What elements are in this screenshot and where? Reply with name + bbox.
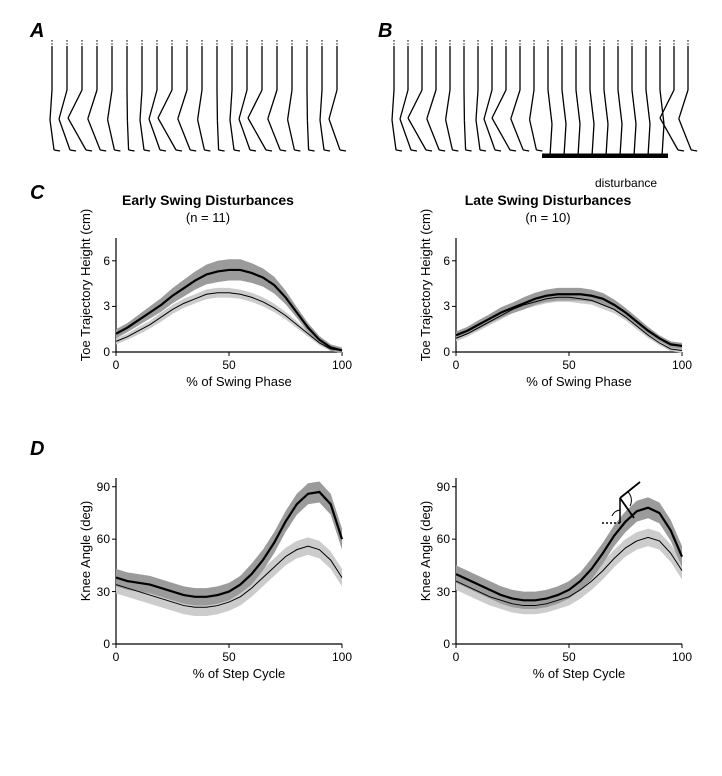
chart-d-left <box>80 472 348 672</box>
disturbance-label: disturbance <box>595 176 657 190</box>
panel-label-d: D <box>30 438 44 461</box>
panel-a-stick <box>40 38 360 158</box>
figure-root: ABCDdisturbance036050100Toe Trajectory H… <box>20 20 702 756</box>
panel-b-stick <box>382 38 702 158</box>
knee-angle-inset-icon <box>590 478 670 528</box>
panel-label-c: C <box>30 182 44 205</box>
